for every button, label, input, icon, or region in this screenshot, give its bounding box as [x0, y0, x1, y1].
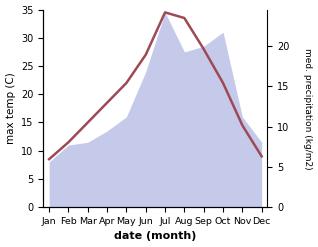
- Y-axis label: max temp (C): max temp (C): [5, 72, 16, 144]
- X-axis label: date (month): date (month): [114, 231, 197, 242]
- Y-axis label: med. precipitation (kg/m2): med. precipitation (kg/m2): [303, 48, 313, 169]
